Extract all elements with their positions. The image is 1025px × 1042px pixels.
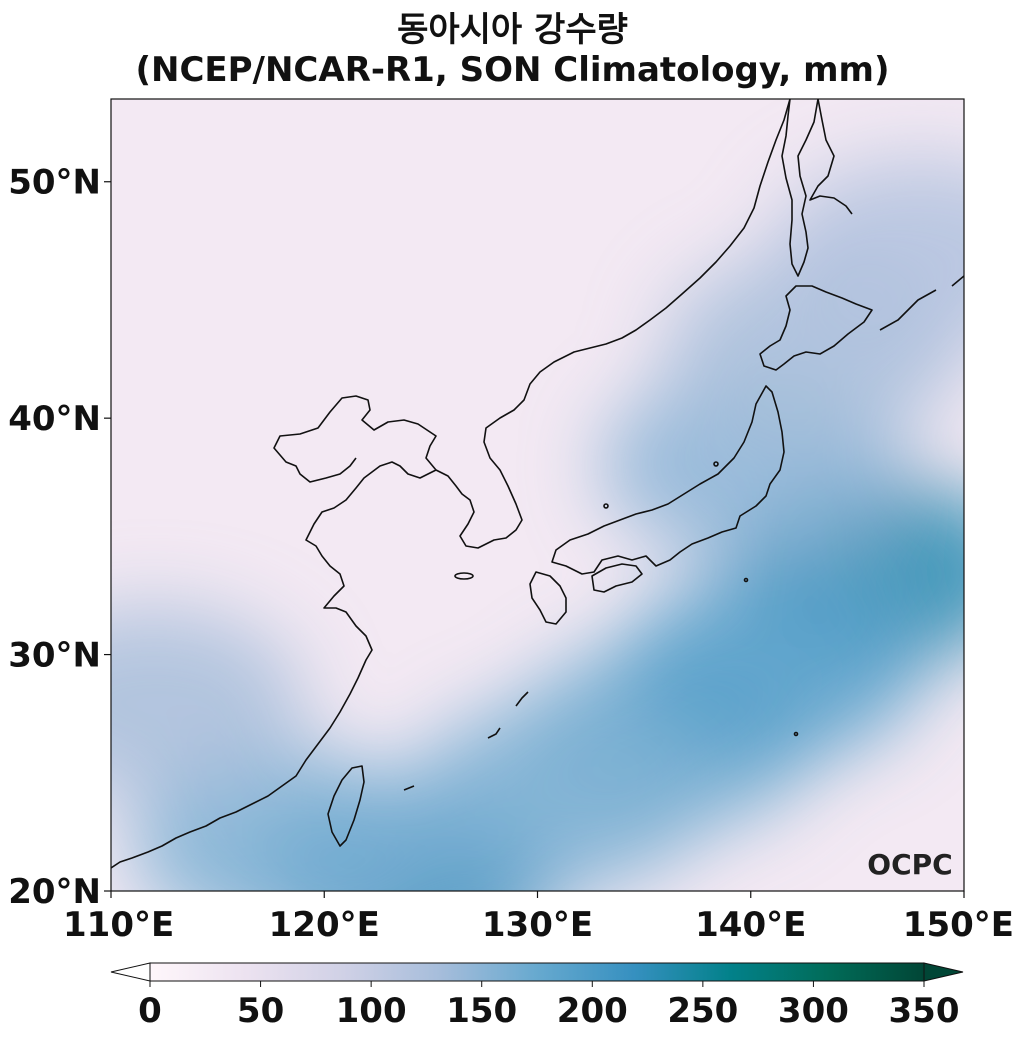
taiwan-island (327, 765, 365, 847)
colorbar-tick-label: 250 (667, 991, 738, 1031)
lon-tick-label: 130°E (482, 905, 593, 945)
coastlines (111, 99, 964, 869)
colorbar-tick-label: 50 (237, 991, 284, 1031)
mainland-coastline (111, 395, 437, 869)
colorbar-max-extension (923, 962, 964, 982)
kyushu-island (529, 571, 567, 625)
jeju-island (454, 572, 474, 580)
colorbar-tick-label: 350 (889, 991, 960, 1031)
colorbar-tick-label: 200 (557, 991, 628, 1031)
latitude-ticks: 20°N 30°N 40°N 50°N (8, 163, 111, 912)
precip-blob (408, 701, 709, 891)
ocpc-logo: OCPC (867, 848, 952, 881)
oki-islands (603, 503, 609, 509)
colorbar-gradient (149, 962, 925, 982)
okinawa-islands (487, 727, 501, 739)
precip-blob (111, 606, 304, 797)
colorbar-tick-label: 0 (138, 991, 162, 1031)
lat-tick-label: 20°N (8, 872, 101, 912)
colorbar-ticks: 0 50 100 150 200 250 300 350 (138, 981, 959, 1031)
lat-tick-label: 50°N (8, 163, 101, 203)
korea-and-east-coastline (435, 99, 791, 549)
sakhalin-island (781, 99, 819, 277)
precip-blob (622, 571, 923, 762)
kuril-islands-north (951, 275, 964, 287)
colorbar: 0 50 100 150 200 250 300 350 (110, 962, 964, 1031)
sado-island (713, 461, 719, 467)
shikoku-island (591, 563, 643, 593)
lon-tick-label: 140°E (695, 905, 806, 945)
kuril-islands (879, 289, 937, 331)
colorbar-tick-label: 300 (778, 991, 849, 1031)
hokkaido-island (759, 285, 873, 371)
ogasawara-islands (793, 731, 799, 737)
lat-tick-label: 30°N (8, 636, 101, 676)
colorbar-tick-label: 100 (336, 991, 407, 1031)
map-title: 동아시아 강수량 (397, 10, 628, 50)
yaeyama-islands (403, 785, 415, 791)
lon-tick-label: 150°E (903, 905, 1014, 945)
lat-tick-label: 40°N (8, 399, 101, 439)
izu-islands (743, 577, 749, 583)
lon-tick-label: 120°E (269, 905, 380, 945)
lon-tick-label: 110°E (63, 905, 174, 945)
precip-blob (771, 157, 964, 348)
colorbar-min-extension (110, 962, 151, 982)
map-subtitle: (NCEP/NCAR-R1, SON Climatology, mm) (135, 50, 890, 90)
colorbar-tick-label: 150 (446, 991, 517, 1031)
honshu-island (551, 385, 785, 575)
precipitation-field (111, 157, 964, 891)
amami-islands (515, 691, 529, 707)
longitude-ticks: 110°E 120°E 130°E 140°E 150°E (63, 891, 1014, 945)
map-area (111, 99, 964, 891)
sea-of-okhotsk-coastline (809, 99, 853, 215)
